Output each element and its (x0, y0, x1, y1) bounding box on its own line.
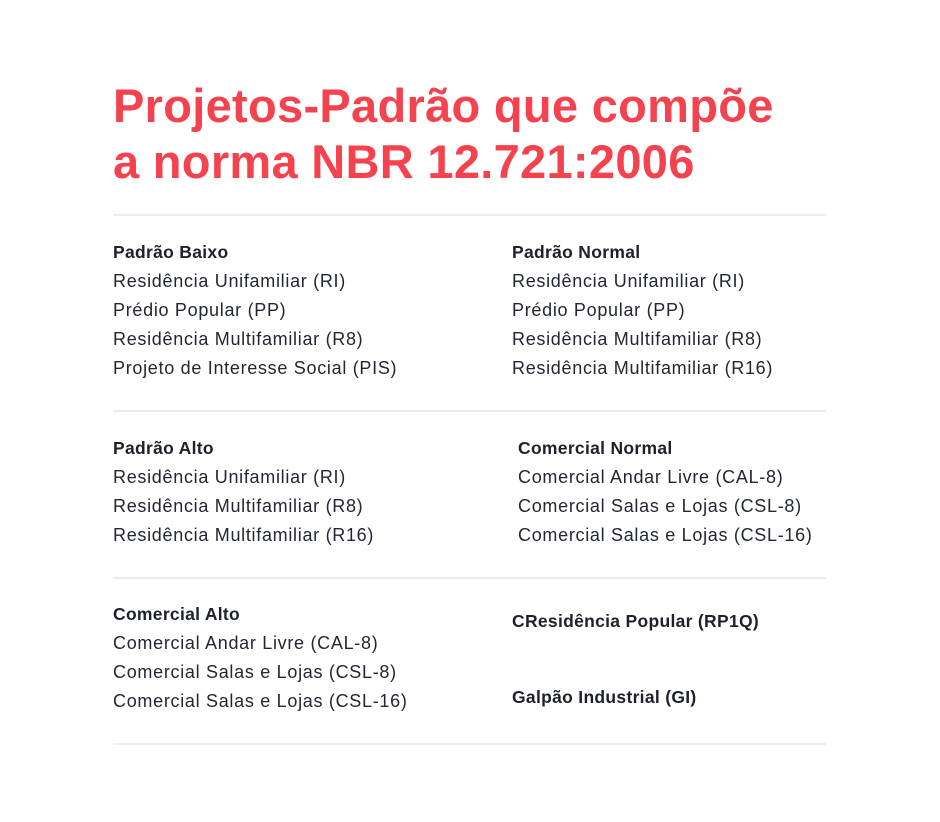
list-item: Residência Multifamiliar (R8) (512, 329, 763, 349)
list-item: Projeto de Interesse Social (PIS) (113, 358, 398, 378)
list-item: Prédio Popular (PP) (512, 300, 686, 320)
list-item: Residência Unifamiliar (RI) (113, 467, 346, 487)
section-heading: Padrão Alto (113, 438, 214, 458)
title-line-2: a norma NBR 12.721:2006 (113, 135, 695, 188)
list-item: Comercial Salas e Lojas (CSL-8) (113, 662, 397, 682)
list-item: Residência Unifamiliar (RI) (113, 271, 346, 291)
title-line-1: Projetos-Padrão que compõe (113, 79, 774, 132)
section-residencia-popular: CResidência Popular (RP1Q) (512, 607, 759, 636)
divider (113, 743, 826, 745)
list-item: Residência Multifamiliar (R8) (113, 496, 364, 516)
list-item: Comercial Andar Livre (CAL-8) (113, 633, 379, 653)
list-item: Residência Multifamiliar (R16) (113, 525, 375, 545)
section-comercial-normal: Comercial Normal Comercial Andar Livre (… (518, 434, 813, 550)
list-item: Comercial Salas e Lojas (CSL-8) (518, 496, 802, 516)
section-heading: Comercial Alto (113, 604, 241, 624)
section-heading: Galpão Industrial (GI) (512, 687, 697, 707)
page-title: Projetos-Padrão que compõe a norma NBR 1… (113, 78, 774, 190)
section-padrao-normal: Padrão Normal Residência Unifamiliar (RI… (512, 238, 773, 383)
section-heading: CResidência Popular (RP1Q) (512, 611, 760, 631)
list-item: Residência Unifamiliar (RI) (512, 271, 745, 291)
divider (113, 577, 826, 579)
divider (113, 410, 826, 412)
list-item: Comercial Andar Livre (CAL-8) (518, 467, 784, 487)
section-galpao-industrial: Galpão Industrial (GI) (512, 683, 697, 712)
section-heading: Comercial Normal (518, 438, 673, 458)
section-padrao-baixo: Padrão Baixo Residência Unifamiliar (RI)… (113, 238, 397, 383)
section-heading: Padrão Normal (512, 242, 641, 262)
section-heading: Padrão Baixo (113, 242, 229, 262)
divider (113, 214, 826, 216)
list-item: Prédio Popular (PP) (113, 300, 287, 320)
list-item: Comercial Salas e Lojas (CSL-16) (518, 525, 813, 545)
section-comercial-alto: Comercial Alto Comercial Andar Livre (CA… (113, 600, 408, 716)
section-padrao-alto: Padrão Alto Residência Unifamiliar (RI) … (113, 434, 374, 550)
list-item: Comercial Salas e Lojas (CSL-16) (113, 691, 408, 711)
list-item: Residência Multifamiliar (R16) (512, 358, 774, 378)
list-item: Residência Multifamiliar (R8) (113, 329, 364, 349)
